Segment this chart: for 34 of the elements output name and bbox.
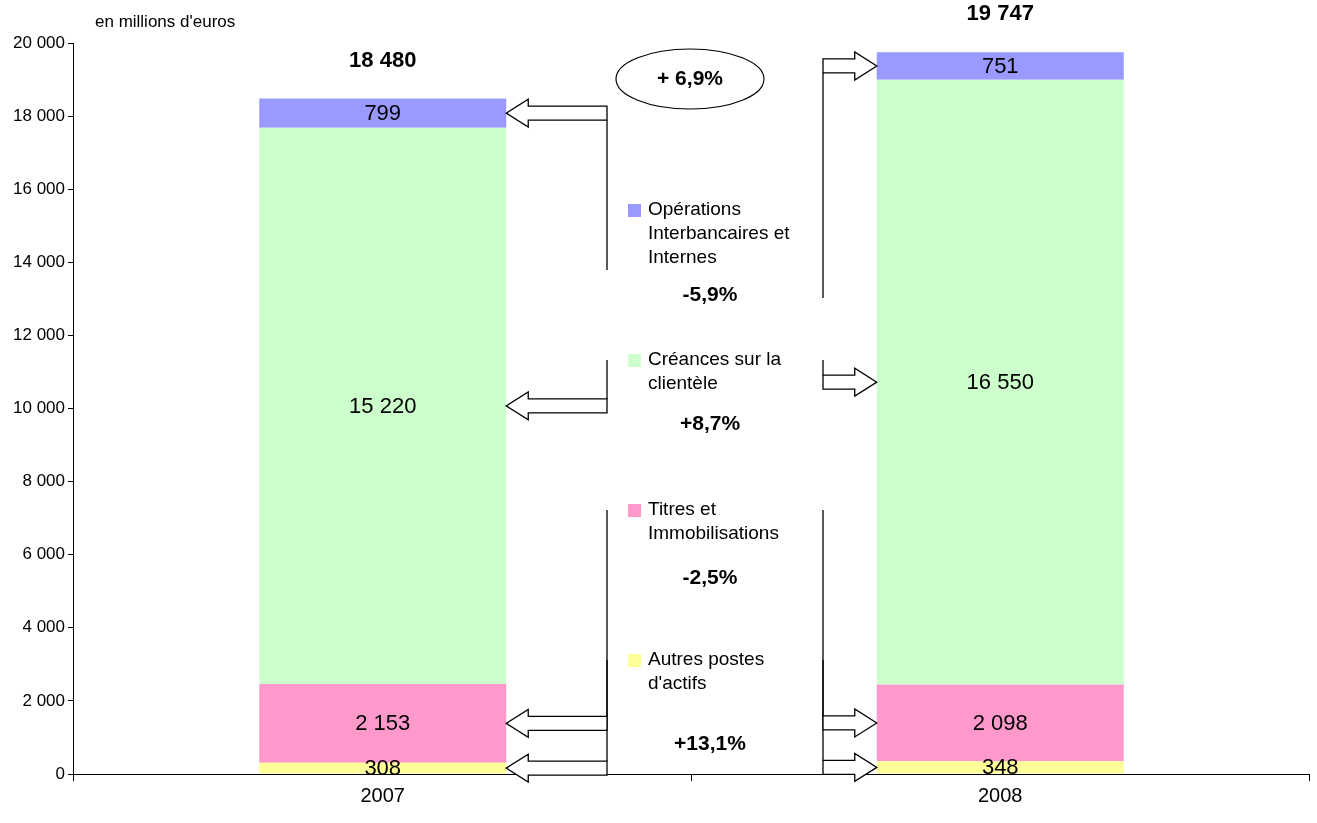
annotation: + 6,9% bbox=[657, 65, 724, 89]
y-tick-label: 12 000 bbox=[13, 325, 65, 345]
bar bbox=[259, 127, 507, 685]
legend-label: Opérations Interbancaires et Internes bbox=[648, 198, 791, 268]
annotation: -5,9% bbox=[682, 281, 738, 305]
data-label: 751 bbox=[981, 53, 1019, 79]
data-label: 15 220 bbox=[349, 392, 417, 418]
total-label: 19 747 bbox=[966, 0, 1034, 26]
y-tick-label: 8 000 bbox=[22, 471, 65, 491]
x-tick-label: 2007 bbox=[360, 783, 405, 806]
annotation: -2,5% bbox=[682, 564, 738, 588]
data-label: 2 098 bbox=[972, 710, 1028, 735]
y-tick-label: 18 000 bbox=[13, 105, 65, 125]
annotation: +13,1% bbox=[674, 730, 747, 754]
y-tick-label: 6 000 bbox=[22, 544, 65, 564]
legend-label: Titres et Immobilisations bbox=[648, 498, 779, 544]
legend-label: Autres postes d'actifs bbox=[648, 648, 765, 694]
legend-label: Créances sur la clientèle bbox=[648, 348, 782, 394]
y-tick-label: 20 000 bbox=[13, 32, 65, 52]
total-label: 18 480 bbox=[349, 46, 417, 72]
y-tick-label: 2 000 bbox=[22, 690, 65, 710]
y-tick-label: 4 000 bbox=[22, 617, 65, 637]
x-tick-label: 2008 bbox=[978, 783, 1023, 806]
y-tick-label: 16 000 bbox=[13, 178, 65, 198]
bar bbox=[876, 79, 1124, 685]
data-label: 799 bbox=[364, 100, 402, 126]
y-tick-label: 0 bbox=[55, 763, 65, 783]
data-label: 348 bbox=[981, 754, 1019, 780]
annotation: +8,7% bbox=[679, 410, 741, 434]
data-label: 16 550 bbox=[966, 369, 1034, 395]
y-tick-label: 10 000 bbox=[13, 398, 65, 418]
data-label: 2 153 bbox=[355, 710, 411, 736]
y-axis-title: en millions d'euros bbox=[95, 11, 236, 31]
y-tick-label: 14 000 bbox=[13, 251, 65, 271]
